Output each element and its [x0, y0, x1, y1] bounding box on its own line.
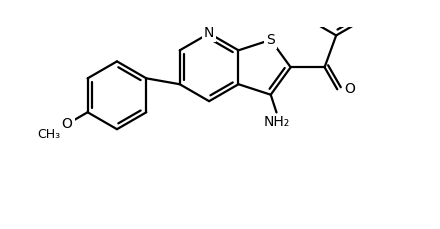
Text: O: O: [62, 117, 73, 131]
Text: S: S: [266, 33, 275, 47]
Text: CH₃: CH₃: [37, 128, 60, 141]
Text: O: O: [344, 82, 355, 96]
Text: N: N: [204, 26, 214, 40]
Text: NH₂: NH₂: [264, 115, 290, 129]
